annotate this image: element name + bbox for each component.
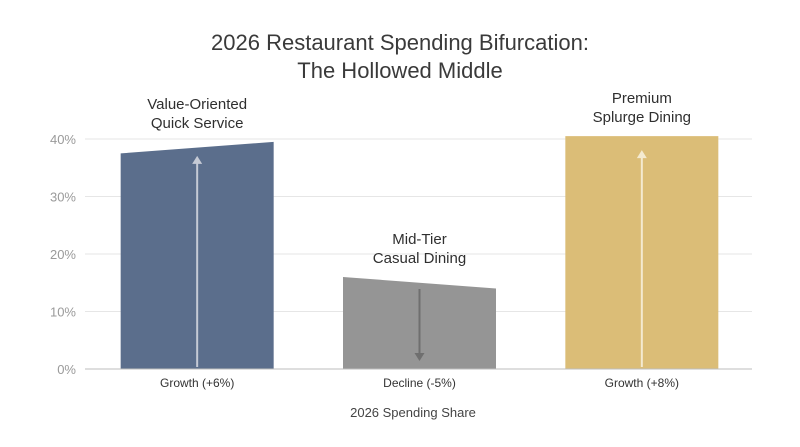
y-tick-label: 0%	[57, 362, 76, 377]
bar-data-label: Splurge Dining	[593, 109, 691, 126]
chart-title-line-1: 2026 Restaurant Spending Bifurcation:	[211, 30, 589, 55]
bar-data-label: Quick Service	[151, 115, 244, 132]
y-axis-ticks: 0% 10% 20% 30% 40%	[50, 132, 76, 377]
bar-data-label: Casual Dining	[373, 250, 466, 267]
bar-data-label: Premium	[612, 90, 672, 107]
bars	[120, 136, 719, 369]
x-tick-label: Growth (+8%)	[605, 376, 679, 390]
bar-labels: Value-Oriented Quick Service Mid-Tier Casua…	[147, 90, 691, 267]
bar-data-label: Mid-Tier	[392, 231, 446, 248]
y-tick-label: 40%	[50, 132, 76, 147]
arrow-down-icon	[414, 289, 425, 361]
y-tick-label: 30%	[50, 190, 76, 205]
x-tick-label: Growth (+6%)	[160, 376, 234, 390]
y-tick-label: 10%	[50, 305, 76, 320]
bar-data-label: Value-Oriented	[147, 96, 247, 113]
x-axis-categories: Growth (+6%) Decline (-5%) Growth (+8%)	[160, 376, 679, 390]
arrow-up-icon	[636, 150, 647, 367]
chart-title-line-2: The Hollowed Middle	[297, 58, 502, 83]
x-axis-label: 2026 Spending Share	[350, 405, 476, 420]
chart-title: 2026 Restaurant Spending Bifurcation: Th…	[211, 30, 589, 83]
y-tick-label: 20%	[50, 247, 76, 262]
x-tick-label: Decline (-5%)	[383, 376, 456, 390]
arrow-up-icon	[192, 155, 203, 367]
